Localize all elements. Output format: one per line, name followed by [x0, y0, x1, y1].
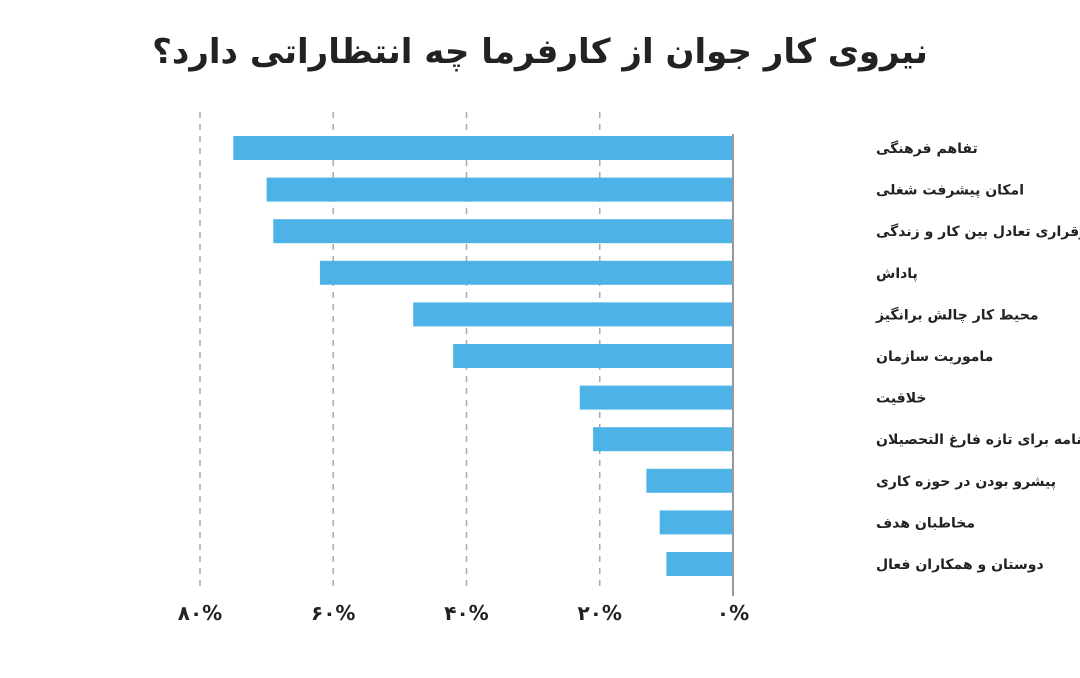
bar — [413, 302, 733, 327]
bar — [273, 219, 733, 244]
category-label: محیط کار چالش برانگیز — [875, 306, 1039, 323]
bar — [266, 177, 733, 202]
x-tick-label: ۸۰% — [178, 601, 222, 625]
category-label: داشتن برنامه برای تازه فارغ التحصیلان — [876, 432, 1080, 448]
bar — [659, 510, 733, 535]
bar — [233, 136, 733, 160]
bar — [579, 385, 733, 410]
bar — [453, 344, 733, 368]
category-label: امکان پیشرفت شغلی — [876, 183, 1024, 199]
category-label: پاداش — [876, 266, 918, 282]
category-label: مخاطبان هدف — [876, 515, 975, 531]
x-tick-label: ۶۰% — [311, 601, 355, 625]
category-label: تفاهم فرهنگی — [876, 140, 978, 157]
bar — [319, 260, 733, 285]
category-label: پیشرو بودن در حوزه کاری — [876, 474, 1056, 490]
bar — [666, 552, 733, 576]
category-label: برقراری تعادل بین کار و زندگی — [876, 223, 1080, 240]
bar — [646, 468, 733, 493]
category-label: خلاقیت — [876, 391, 926, 407]
category-label: ماموریت سازمان — [876, 349, 993, 365]
bar — [593, 427, 733, 452]
x-tick-label: ۴۰% — [444, 601, 488, 625]
x-tick-label: ۲۰% — [578, 601, 622, 625]
x-tick-label: ۰% — [717, 601, 749, 625]
category-label: دوستان و همکاران فعال — [876, 557, 1044, 573]
chart-title: نیروی کار جوان از کارفرما چه انتظاراتی د… — [152, 32, 928, 72]
